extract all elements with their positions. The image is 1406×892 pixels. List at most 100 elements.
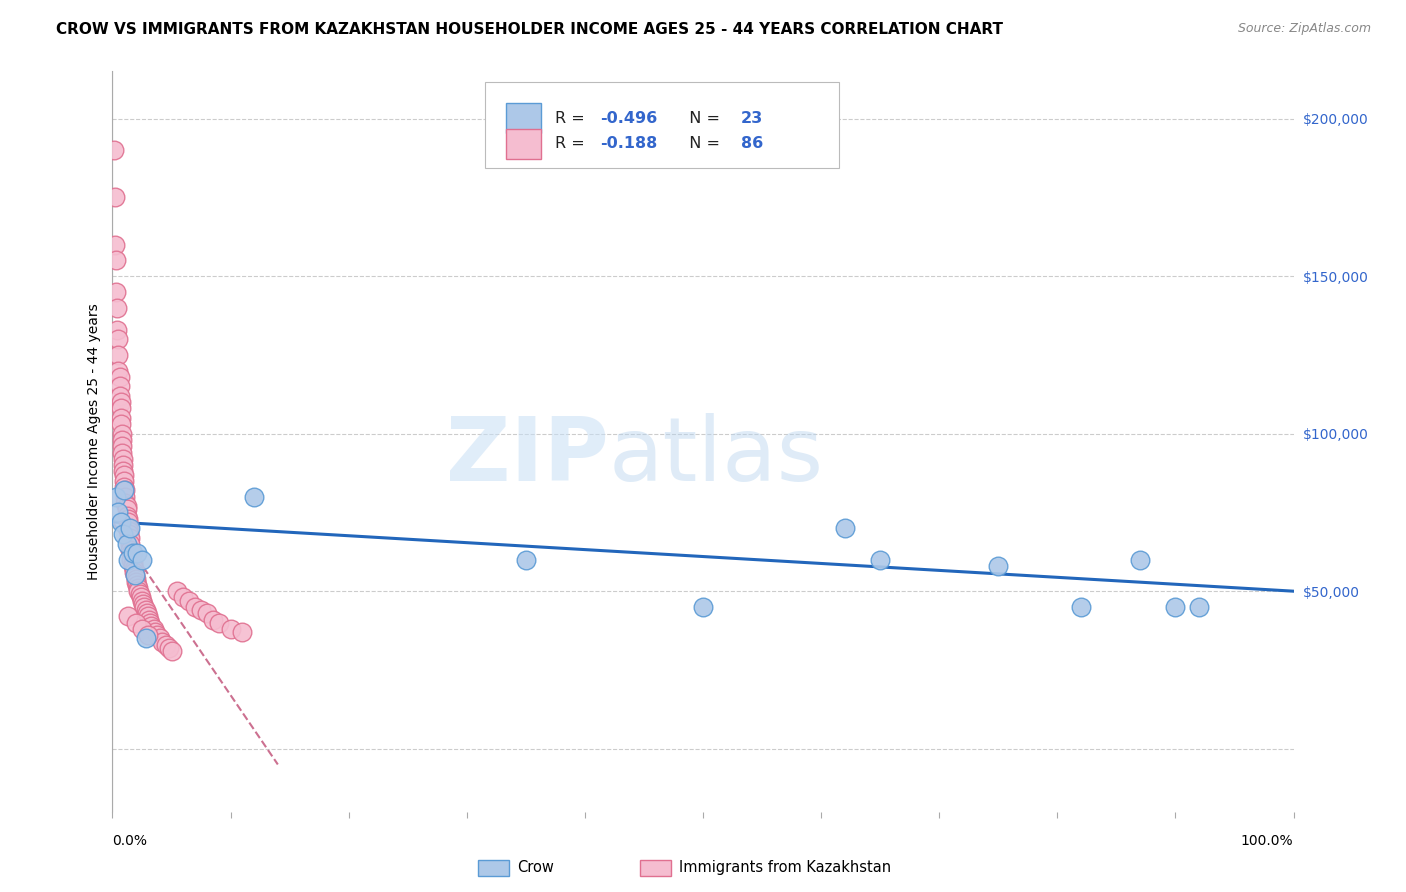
Point [120,531,142,545]
Point [127,546,149,560]
Point [125,574,148,589]
Point [141,619,163,633]
Point [110,411,132,425]
Point [121,546,143,560]
Point [122,562,145,576]
Point [105,285,128,299]
Point [231,625,253,640]
Text: 86: 86 [741,136,763,152]
Point [120,543,142,558]
Point [150,634,173,648]
Point [114,496,136,510]
Point [117,515,139,529]
Point [105,253,128,268]
Point [118,527,141,541]
Point [124,568,146,582]
Text: Crow: Crow [517,860,554,874]
Point [112,451,135,466]
Point [110,395,132,409]
Point [136,609,159,624]
Point [120,546,142,560]
Point [157,640,180,655]
Point [146,628,169,642]
Point [149,632,172,646]
Point [129,591,152,605]
Point [112,458,135,472]
Text: 0.0%: 0.0% [112,834,148,848]
Point [515,552,537,566]
Point [110,417,132,432]
Text: N =: N = [679,136,725,152]
Point [107,364,129,378]
Point [138,613,160,627]
Point [128,587,150,601]
Point [127,581,149,595]
Point [107,348,129,362]
Point [124,568,146,582]
Point [114,483,136,498]
Point [142,622,165,636]
Text: 23: 23 [741,111,763,126]
Point [132,597,155,611]
Point [121,559,143,574]
Point [201,613,224,627]
Point [111,426,134,441]
Point [107,505,129,519]
Point [117,609,139,624]
Text: atlas: atlas [609,413,824,500]
Point [104,190,127,204]
FancyBboxPatch shape [485,82,839,168]
Point [131,593,153,607]
Point [105,490,128,504]
Text: N =: N = [679,111,725,126]
Point [1188,599,1211,614]
Point [120,537,142,551]
Point [125,615,148,630]
Point [112,465,135,479]
Point [112,474,135,488]
Point [111,445,134,459]
Point [208,615,231,630]
Point [131,622,153,636]
Point [112,480,135,494]
Point [834,521,856,535]
Point [107,332,129,346]
Text: 100.0%: 100.0% [1241,834,1294,848]
Point [155,638,177,652]
Point [1164,599,1187,614]
Point [105,301,128,315]
Point [115,499,138,513]
Point [110,401,132,416]
Point [219,622,242,636]
Point [110,515,132,529]
Text: R =: R = [555,111,591,126]
Point [114,490,136,504]
Point [1129,552,1152,566]
Text: -0.188: -0.188 [600,136,658,152]
Point [104,237,127,252]
Point [115,537,138,551]
Point [172,591,194,605]
Point [190,603,212,617]
Point [120,521,142,535]
Point [117,552,139,566]
Point [166,584,188,599]
Point [108,389,131,403]
Point [136,628,159,642]
Text: CROW VS IMMIGRANTS FROM KAZAKHSTAN HOUSEHOLDER INCOME AGES 25 - 44 YEARS CORRELA: CROW VS IMMIGRANTS FROM KAZAKHSTAN HOUSE… [56,22,1004,37]
Point [112,527,135,541]
Point [139,615,162,630]
Text: ZIP: ZIP [446,413,609,500]
Point [160,644,183,658]
Point [184,599,207,614]
Point [108,370,131,384]
Point [103,143,125,157]
Point [111,439,134,453]
Point [127,578,149,592]
Point [135,632,157,646]
Point [120,552,142,566]
Point [115,508,138,523]
Point [135,603,157,617]
Point [692,599,714,614]
Point [869,552,891,566]
